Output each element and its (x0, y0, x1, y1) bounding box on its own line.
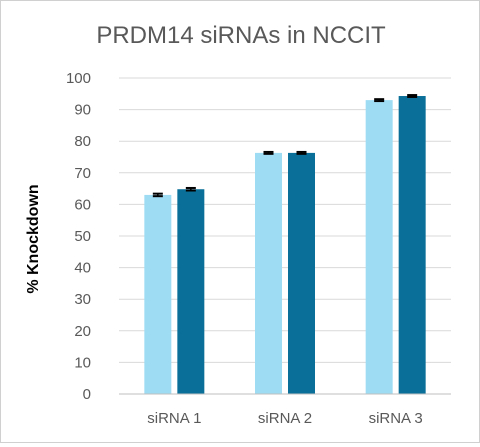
category-label: siRNA 2 (258, 410, 312, 427)
category-labels: siRNA 1 siRNA 2 siRNA 3 (147, 410, 423, 427)
y-tick-label: 0 (83, 386, 91, 403)
bar-1-1 (144, 194, 172, 394)
y-tick-label: 50 (74, 228, 91, 245)
bar-3-1 (365, 100, 393, 395)
gridlines (119, 77, 451, 363)
category-label: siRNA 1 (147, 410, 201, 427)
y-tick-label: 40 (74, 260, 91, 277)
y-tick-label: 30 (74, 291, 91, 308)
y-tick-labels: 0 10 20 30 40 50 60 70 80 90 100 (66, 70, 91, 403)
bars (144, 96, 426, 395)
bar-2-1 (255, 152, 282, 394)
bar-3-2 (398, 96, 426, 395)
y-axis-label: % Knockdown (25, 184, 42, 293)
y-tick-label: 10 (74, 354, 91, 371)
y-tick-label: 60 (74, 196, 91, 213)
y-tick-label: 90 (74, 102, 91, 119)
y-tick-label: 80 (74, 133, 91, 150)
bar-2-2 (288, 152, 315, 394)
y-tick-label: 100 (66, 70, 91, 87)
error-bars (152, 94, 418, 198)
category-label: siRNA 3 (369, 410, 423, 427)
y-tick-label: 20 (74, 323, 91, 340)
y-tick-label: 70 (74, 165, 91, 182)
chart-title: PRDM14 siRNAs in NCCIT (96, 22, 386, 49)
bar-1-2 (177, 189, 205, 394)
